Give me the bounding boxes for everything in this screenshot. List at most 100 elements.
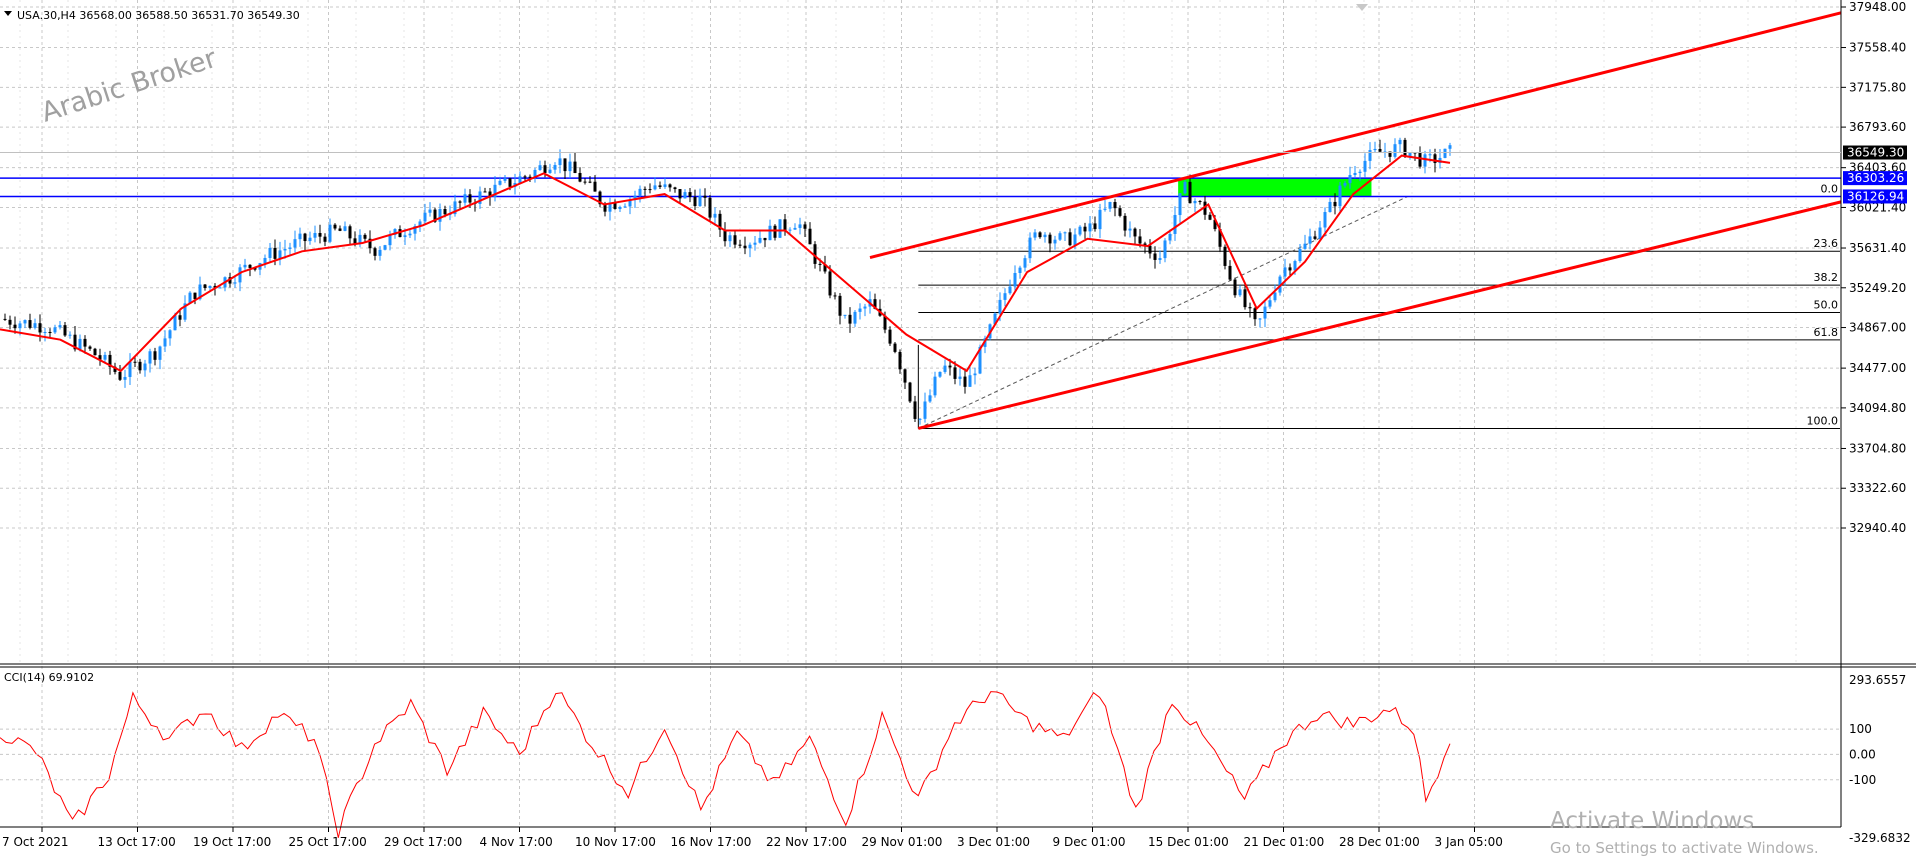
candle-body (998, 299, 1002, 314)
candle-body (1108, 202, 1112, 209)
candle-body (578, 172, 582, 182)
candle-body (88, 346, 92, 349)
candle-body (83, 338, 87, 347)
price-tick-label: 33704.80 (1849, 441, 1906, 455)
candle-body (768, 225, 772, 241)
candle-body (663, 184, 667, 187)
fib-level-label: 38.2 (1814, 271, 1839, 284)
supply-zone-rect (1178, 178, 1372, 197)
candle-body (758, 237, 762, 243)
candle-body (1448, 145, 1452, 149)
candle-body (968, 375, 972, 387)
candle-body (428, 209, 432, 213)
candle-body (1218, 229, 1222, 247)
candle-body (463, 194, 467, 203)
candle-body (538, 165, 542, 170)
candle-body (1048, 234, 1052, 244)
fib-level-label: 100.0 (1807, 414, 1839, 427)
candle-body (493, 184, 497, 198)
candle-body (313, 233, 317, 238)
candle-body (1228, 265, 1232, 280)
candle-body (63, 325, 67, 336)
candle-body (938, 371, 942, 377)
channel-lower-line (917, 200, 1842, 430)
candle-body (638, 188, 642, 196)
candle-body (1213, 219, 1217, 230)
candle-body (1028, 237, 1032, 259)
candle-body (678, 189, 682, 199)
candle-body (433, 209, 437, 222)
candle-body (413, 226, 417, 234)
candle-body (98, 355, 102, 360)
candle-body (1328, 201, 1332, 213)
candle-body (283, 248, 287, 251)
candle-body (1043, 234, 1047, 238)
trend-channel[interactable] (869, 11, 1842, 430)
candle-body (28, 320, 32, 328)
candle-body (303, 233, 307, 242)
chevron-down-icon[interactable] (4, 11, 12, 16)
candle-body (238, 267, 242, 283)
candle-body (933, 376, 937, 396)
candle-body (148, 351, 152, 364)
candle-body (733, 235, 737, 245)
candle-body (1248, 307, 1252, 309)
candle-body (483, 191, 487, 193)
candle-body (1333, 201, 1337, 207)
candle-body (1273, 292, 1277, 301)
price-tick-label: 34477.00 (1849, 361, 1906, 375)
cci-tick-label: 100 (1849, 722, 1872, 736)
candle-body (1243, 289, 1247, 308)
candle-body (728, 235, 732, 242)
candle-body (618, 206, 622, 209)
candle-body (943, 365, 947, 372)
candle-body (1403, 139, 1407, 157)
candle-body (1068, 232, 1072, 246)
candle-body (68, 334, 72, 336)
candle-body (1338, 185, 1342, 207)
price-tick-label: 36021.40 (1849, 200, 1906, 214)
candle-body (523, 176, 527, 178)
time-tick-label: 22 Nov 17:00 (766, 835, 847, 849)
candle-body (33, 323, 37, 328)
price-tick-label: 34094.80 (1849, 401, 1906, 415)
candle-body (873, 299, 877, 309)
candle-body (703, 195, 707, 198)
fib-level-label: 61.8 (1814, 326, 1839, 339)
candle-body (1223, 246, 1227, 266)
level-price-tag-bg (1843, 171, 1907, 186)
supply-zone (1178, 178, 1372, 197)
price-tick-label: 35249.20 (1849, 281, 1906, 295)
ma-line (0, 154, 1451, 373)
candle-body (208, 285, 212, 288)
candle-body (1123, 215, 1127, 231)
candle-body (1353, 172, 1357, 176)
candle-body (288, 247, 292, 249)
candle-body (888, 329, 892, 344)
price-axis: 37948.0037558.4037175.8036793.6036403.60… (1841, 0, 1906, 535)
candle-body (1298, 248, 1302, 262)
candle-body (1168, 233, 1172, 241)
candle-body (738, 244, 742, 246)
candle-body (243, 264, 247, 268)
candle-body (573, 161, 577, 173)
candle-body (1378, 148, 1382, 152)
time-tick-label: 19 Oct 17:00 (193, 835, 271, 849)
candle-body (293, 239, 297, 248)
candle-body (478, 191, 482, 204)
candle-body (423, 212, 427, 222)
price-tick-label: 35631.40 (1849, 241, 1906, 255)
price-tick-label: 37558.40 (1849, 41, 1906, 55)
candle-body (1343, 183, 1347, 186)
candle-body (103, 354, 107, 360)
candle-body (773, 225, 777, 238)
candle-body (1233, 279, 1237, 296)
candle-body (248, 264, 252, 268)
candle-body (953, 367, 957, 379)
cci-tick-label: 293.6557 (1849, 673, 1906, 687)
candle-body (1263, 306, 1267, 319)
time-tick-label: 7 Oct 2021 (2, 835, 69, 849)
horizontal-levels[interactable] (0, 177, 1841, 198)
candle-body (498, 180, 502, 185)
